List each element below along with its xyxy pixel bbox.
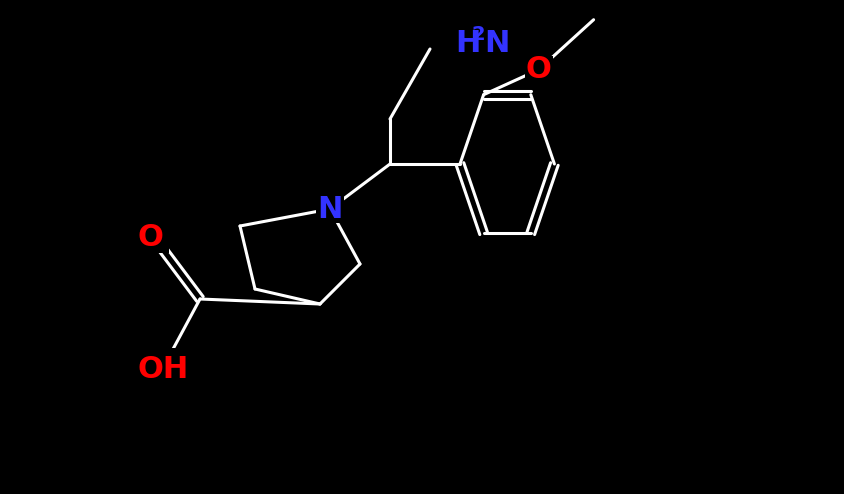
Text: O: O xyxy=(525,55,551,84)
Bar xyxy=(524,56,552,83)
Text: 2: 2 xyxy=(472,25,485,44)
Bar xyxy=(316,195,344,223)
Text: OH: OH xyxy=(138,355,188,383)
Text: N: N xyxy=(484,30,509,58)
Bar xyxy=(141,225,169,253)
Text: O: O xyxy=(137,222,163,251)
Bar xyxy=(137,348,192,380)
Text: N: N xyxy=(317,195,343,223)
Text: H: H xyxy=(454,30,479,58)
